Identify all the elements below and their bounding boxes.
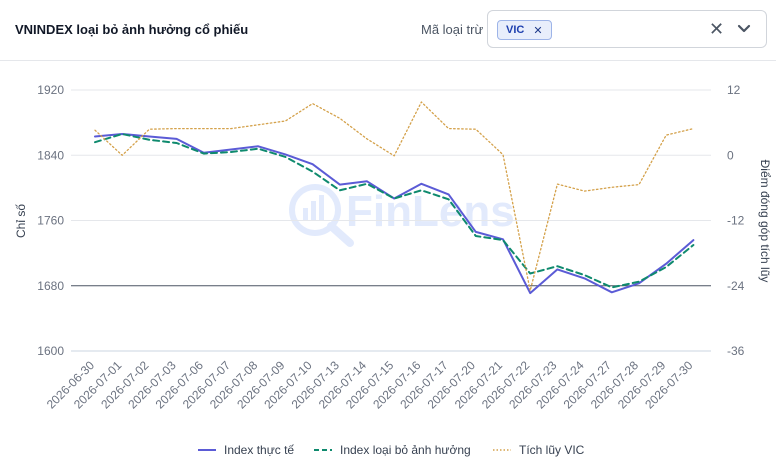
y2-tick-label: -36 (727, 344, 745, 358)
y-tick-label: 1680 (37, 279, 64, 293)
chevron-down-icon[interactable] (736, 22, 752, 36)
legend-label-adjusted: Index loại bỏ ảnh hưởng (340, 443, 471, 457)
watermark-text: FinLens (346, 187, 515, 236)
y2-axis-title: Điểm đóng góp tích lũy (758, 160, 772, 283)
watermark-logo (289, 184, 354, 247)
legend-label-actual: Index thực tế (224, 443, 295, 457)
legend-item-vic[interactable]: Tích lũy VIC (493, 443, 584, 457)
remove-tag-icon[interactable]: ✕ (533, 24, 543, 37)
y-tick-label: 1840 (37, 148, 64, 162)
y-tick-label: 1760 (37, 214, 64, 228)
y2-tick-label: 0 (727, 148, 734, 162)
y-tick-label: 1600 (37, 344, 64, 358)
header-divider (0, 60, 776, 61)
legend-swatch-actual (198, 449, 216, 451)
selected-tag-label: VIC (506, 24, 525, 36)
header: VNINDEX loại bỏ ảnh hưởng cổ phiếu Mã lo… (0, 0, 776, 60)
selected-tag: VIC ✕ (497, 20, 552, 40)
chart-title: VNINDEX loại bỏ ảnh hưởng cổ phiếu (15, 22, 249, 37)
y2-tick-label: -12 (727, 214, 745, 228)
series-line-adjusted (94, 133, 695, 289)
legend-swatch-adjusted (314, 449, 332, 451)
y-tick-label: 1920 (37, 83, 64, 97)
excluded-stock-select[interactable]: VIC ✕ ✕ (487, 10, 767, 48)
y-axis-title: Chỉ số (14, 204, 28, 238)
y2-tick-label: 12 (727, 83, 741, 97)
y2-tick-label: -24 (727, 279, 745, 293)
legend-item-actual[interactable]: Index thực tế (198, 443, 294, 457)
series-line-actual (94, 133, 695, 295)
filter-label: Mã loại trừ (421, 22, 484, 37)
legend-label-vic: Tích lũy VIC (519, 443, 585, 457)
legend-swatch-vic (493, 449, 511, 451)
legend: Index thực tế Index loại bỏ ảnh hưởng Tí… (0, 443, 776, 463)
legend-item-adjusted[interactable]: Index loại bỏ ảnh hưởng (314, 443, 471, 457)
clear-selection-icon[interactable]: ✕ (709, 19, 725, 39)
